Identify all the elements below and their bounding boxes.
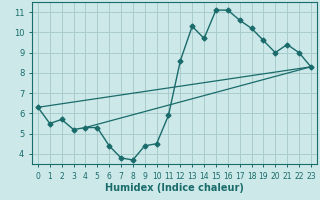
X-axis label: Humidex (Indice chaleur): Humidex (Indice chaleur)	[105, 183, 244, 193]
